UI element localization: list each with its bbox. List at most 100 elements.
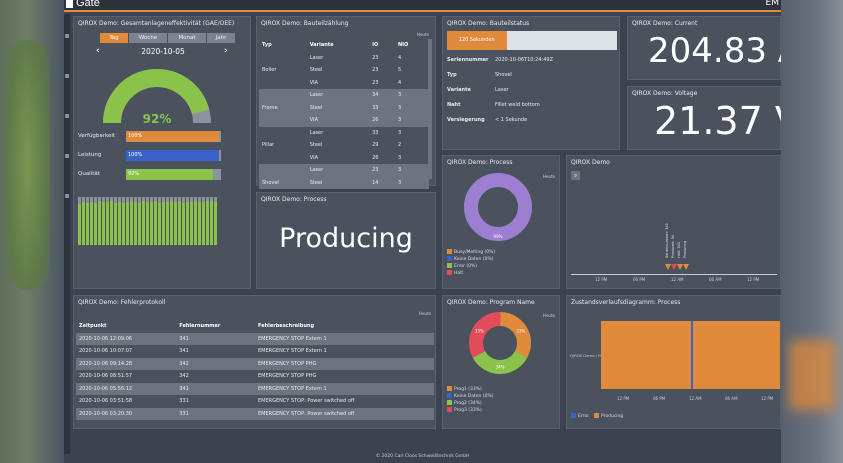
legend-item[interactable]: Prog2 (34%)	[447, 400, 494, 406]
table-cell: Steel	[306, 101, 370, 114]
legend-item[interactable]: Producing	[593, 413, 623, 419]
nav-icon[interactable]	[65, 114, 69, 118]
table-row[interactable]: 2020-10-06 08:51:57 342 EMERGENCY STOP PHG	[76, 370, 434, 383]
donut-slice[interactable]	[469, 312, 531, 374]
event-label: Halt: 341	[677, 241, 681, 258]
history-bar	[130, 197, 133, 245]
event-marker-icon[interactable]	[677, 264, 683, 270]
legend-item[interactable]: Keine Daten (0%)	[447, 256, 495, 262]
history-bar-fill	[142, 200, 145, 245]
table-cell: 33	[372, 129, 379, 136]
history-bar	[138, 197, 141, 245]
nav-icon[interactable]	[65, 194, 69, 198]
history-bar	[110, 197, 113, 245]
range-label: Heute	[542, 174, 555, 179]
legend-item[interactable]: Error	[571, 413, 589, 419]
table-row[interactable]: Laser 23 3	[259, 164, 429, 177]
table-row[interactable]: 2020-10-06 05:56:12 341 EMERGENCY STOP Ext…	[76, 382, 434, 395]
table-row[interactable]: Boiler Steel 23 5	[259, 64, 429, 77]
donut-slice[interactable]	[469, 312, 531, 374]
sidebar	[64, 14, 70, 454]
history-bar-fill	[190, 202, 193, 245]
footer: © 2020 Carl Cloos Schweißtechnik GmbH	[375, 454, 470, 459]
panel-title: QIROX Demo: Fehlerprotokoll	[78, 299, 166, 306]
parts-panel: QIROX Demo: Bauteilzählung Heute Typ Var…	[256, 16, 436, 189]
table-row[interactable]: Laser 33 3	[259, 127, 429, 140]
column-header[interactable]: IO	[372, 42, 379, 49]
row-label: QIROX Demo / Process	[570, 353, 613, 358]
tab-jahr[interactable]: Jahr	[207, 33, 235, 43]
event-marker-icon[interactable]	[671, 264, 677, 270]
table-row[interactable]: Pillar Steel 29 2	[259, 139, 429, 152]
nav-icon[interactable]	[65, 74, 69, 78]
oee-gauge: 92%	[103, 69, 211, 126]
table-row[interactable]: VIA 26 3	[259, 114, 429, 127]
history-bar-fill	[154, 201, 157, 245]
status-panel: QIROX Demo: Bauteilstatus 120 Sekunden S…	[442, 16, 620, 150]
table-row[interactable]: Shovel Steel 14 3	[259, 176, 429, 189]
zoom-icon[interactable]: ⌕	[571, 171, 580, 180]
legend-item[interactable]: Halt	[447, 270, 495, 276]
nav-icon[interactable]	[65, 34, 69, 38]
table-row[interactable]: 2020-10-06 03:51:58 331 EMERGENCY STOP: Po…	[76, 395, 434, 408]
app-logo[interactable]: Gate	[66, 0, 100, 9]
tab-monat[interactable]: Monat	[168, 33, 206, 43]
table-row[interactable]: 2020-10-06 09:14:28 342 EMERGENCY STOP PHG	[76, 357, 434, 370]
table-row[interactable]: VIA 26 3	[259, 152, 429, 165]
errors-panel: QIROX Demo: Fehlerprotokoll Heute Zeitpu…	[73, 295, 436, 429]
legend-item[interactable]: Keine Daten (0%)	[447, 393, 494, 399]
process-pie-panel: QIROX Demo: Process Heute 99% Busy/Melti…	[442, 155, 560, 289]
column-header[interactable]: Typ	[262, 42, 272, 49]
field-value: Fillet weld bottom	[495, 102, 540, 108]
event-marker-icon[interactable]	[683, 264, 689, 270]
history-bar	[178, 197, 181, 245]
table-row[interactable]: 2020-10-06 10:07:07 341 EMERGENCY STOP Ext…	[76, 345, 434, 358]
table-row[interactable]: 2020-10-06 03:20:30 331 EMERGENCY STOP: Po…	[76, 407, 434, 420]
voltage-value: 21.37 V	[654, 99, 781, 143]
table-row[interactable]: 2020-10-06 12:09:06 341 EMERGENCY STOP Ext…	[76, 332, 434, 345]
next-date-button[interactable]: ›	[224, 46, 228, 56]
tab-tag[interactable]: Tag	[100, 33, 128, 43]
status-progress-track: 120 Sekunden	[447, 31, 617, 50]
tab-woche[interactable]: Woche	[129, 33, 167, 43]
table-cell: 23	[372, 54, 379, 61]
legend-item[interactable]: Busy/Melting (0%)	[447, 249, 495, 255]
user-menu[interactable]: EM	[765, 0, 779, 8]
column-header[interactable]: Zeitpunkt	[79, 323, 107, 330]
donut-slice[interactable]	[469, 312, 531, 374]
table-cell: 3	[397, 129, 402, 136]
history-bar-fill	[170, 201, 173, 245]
nav-icon[interactable]	[65, 154, 69, 158]
table-row[interactable]: VIA 23 4	[259, 77, 429, 90]
process-legend: Busy/Melting (0%) Keine Daten (0%) Error (…	[447, 249, 495, 277]
field-value: < 1 Sekunde	[495, 117, 528, 123]
legend-item[interactable]: Prog3 (33%)	[447, 407, 494, 413]
axis-tick: 12 PM	[747, 277, 760, 282]
history-bar-fill	[150, 202, 153, 245]
oee-panel: QIROX Demo: Gesamtanlageneffektivität (G…	[73, 16, 251, 289]
prev-date-button[interactable]: ‹	[96, 46, 100, 56]
table-cell: Boiler	[262, 67, 277, 74]
table-row[interactable]: Laser 23 4	[259, 52, 429, 65]
column-header[interactable]: Variante	[309, 42, 334, 49]
table-row[interactable]: Laser 34 3	[259, 89, 429, 102]
parts-table: Typ Variante IO NIO Laser 23 4 Boiler Steel 2…	[259, 39, 429, 189]
kpi-fill: 100%	[126, 150, 220, 161]
legend-swatch	[447, 386, 452, 391]
table-cell	[259, 52, 307, 65]
history-bar	[86, 197, 89, 245]
legend-swatch	[447, 256, 452, 261]
column-header[interactable]: Fehlernummer	[179, 323, 221, 330]
table-row[interactable]: Frame Steel 33 3	[259, 101, 429, 114]
history-bar	[174, 197, 177, 245]
scrollbar[interactable]	[428, 39, 432, 179]
table-cell: 23	[372, 79, 379, 86]
legend-item[interactable]: Prog1 (33%)	[447, 386, 494, 392]
kpi-fill: 92%	[126, 169, 214, 180]
history-bar	[122, 197, 125, 245]
history-bar-fill	[166, 202, 169, 245]
column-header[interactable]: Fehlerbeschreibung	[257, 323, 315, 330]
legend-item[interactable]: Error (0%)	[447, 263, 495, 269]
column-header[interactable]: NIO	[397, 42, 409, 49]
event-marker-icon[interactable]	[665, 264, 671, 270]
